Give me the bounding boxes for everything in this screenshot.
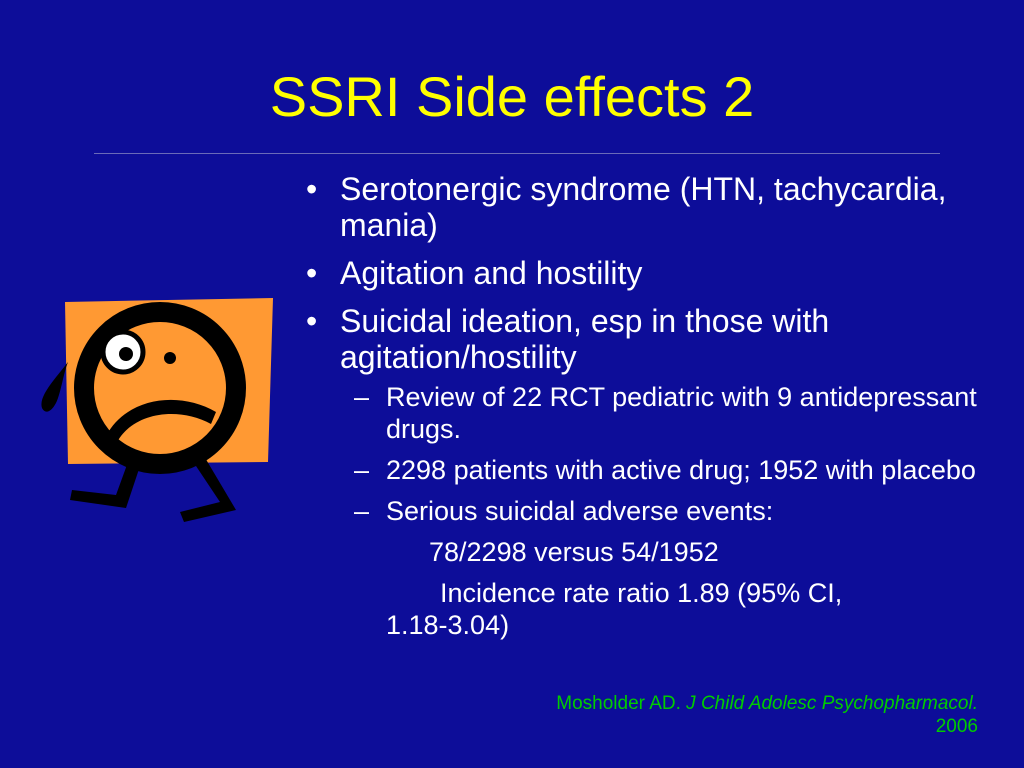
- bullet-text: Agitation and hostility: [340, 255, 643, 291]
- slide-title: SSRI Side effects 2: [269, 65, 755, 128]
- bullet-marker: •: [306, 255, 318, 291]
- bullet-list: • Serotonergic syndrome (HTN, tachycardi…: [303, 171, 993, 641]
- rate-ratio-text: Incidence rate ratio 1.89 (95% CI,: [440, 578, 843, 608]
- confidence-interval-text: 1.18-3.04): [386, 610, 510, 640]
- bullet-text: Serotonergic syndrome (HTN, tachycardia,…: [340, 171, 947, 243]
- sub-bullet-list: – Review of 22 RCT pediatric with 9 anti…: [340, 381, 993, 641]
- title-divider: [94, 153, 940, 154]
- bullet-text: Suicidal ideation, esp in those with agi…: [340, 303, 830, 375]
- event-counts-text: 78/2298 versus 54/1952: [429, 537, 719, 567]
- bullet-item: • Agitation and hostility: [303, 255, 993, 291]
- bullet-item: • Serotonergic syndrome (HTN, tachycardi…: [303, 171, 993, 243]
- sub-bullet-item: – 2298 patients with active drug; 1952 w…: [303, 454, 993, 486]
- sub-bullet-text: Review of 22 RCT pediatric with 9 antide…: [386, 382, 977, 444]
- citation-year: 2006: [935, 716, 978, 737]
- sub-bullet-text: 2298 patients with active drug; 1952 wit…: [386, 455, 976, 485]
- bullet-marker: •: [306, 303, 318, 339]
- slide-body: • Serotonergic syndrome (HTN, tachycardi…: [303, 171, 993, 653]
- sub-bullet-text: Serious suicidal adverse events:: [386, 496, 774, 526]
- citation-journal: J Child Adolesc Psychopharmacol.: [686, 693, 978, 714]
- citation-author: Mosholder AD.: [556, 693, 681, 714]
- bullet-item: • Suicidal ideation, esp in those with a…: [303, 303, 993, 641]
- worried-face-running-clipart-icon: [41, 298, 273, 522]
- citation: Mosholder AD. J Child Adolesc Psychophar…: [358, 692, 978, 738]
- dash-marker: –: [354, 496, 370, 526]
- bullet-marker: •: [306, 171, 318, 207]
- dash-marker: –: [354, 455, 370, 485]
- dash-marker: –: [354, 382, 370, 412]
- sub-bullet-item: – Serious suicidal adverse events: 78/22…: [303, 495, 993, 641]
- sub-bullet-item: – Review of 22 RCT pediatric with 9 anti…: [303, 381, 993, 445]
